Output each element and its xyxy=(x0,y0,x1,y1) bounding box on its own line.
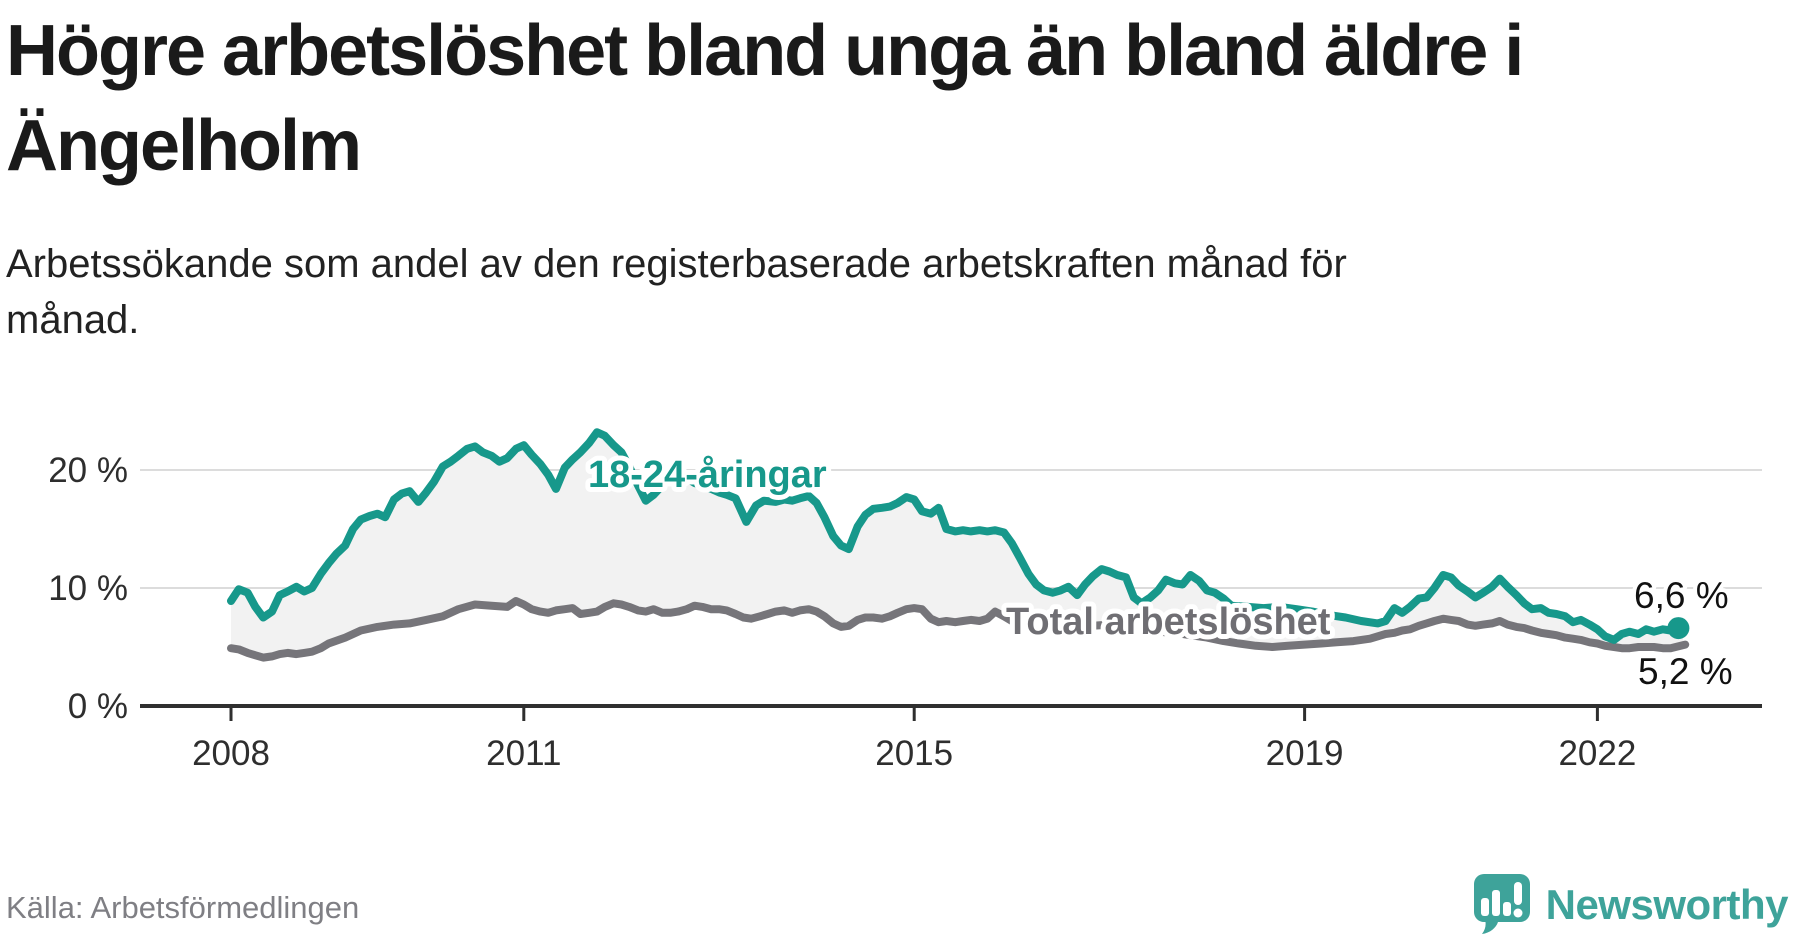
total-end-value-label: 5,2 % xyxy=(1638,651,1733,692)
y-axis-label-10: 10 % xyxy=(48,569,128,608)
fill-between-series xyxy=(231,432,1686,658)
youth-unemployment-line xyxy=(227,428,1683,644)
newsworthy-logo[interactable]: Newsworthy xyxy=(1468,872,1789,938)
x-axis-ticks xyxy=(229,706,1599,721)
total-unemployment-line xyxy=(227,597,1690,662)
x-axis-label-2008: 2008 xyxy=(192,734,270,773)
page-title: Högre arbetslöshet bland unga än bland ä… xyxy=(6,11,1524,187)
y-axis-label-20: 20 % xyxy=(48,451,128,490)
newsworthy-wordmark: Newsworthy xyxy=(1545,881,1789,928)
x-axis-label-2011: 2011 xyxy=(486,734,561,773)
chart-subtitle: Arbetssökande som andel av den registerb… xyxy=(6,242,1347,342)
x-axis-label-2019: 2019 xyxy=(1266,734,1344,773)
total-series-label: Total arbetslöshet xyxy=(1006,601,1331,643)
x-axis-label-2015: 2015 xyxy=(875,734,953,773)
y-axis-label-0: 0 % xyxy=(68,687,128,726)
youth-end-value-label: 6,6 % xyxy=(1634,575,1729,616)
x-axis-label-2022: 2022 xyxy=(1558,734,1636,773)
youth-end-point-dot xyxy=(1667,617,1690,640)
youth-series-label: 18-24-åringar xyxy=(588,454,827,496)
newsworthy-bubble-chart-icon xyxy=(1468,872,1532,938)
y-axis-labels: 0 % 10 % 20 % xyxy=(48,451,128,726)
source-note: Källa: Arbetsförmedlingen xyxy=(6,890,360,925)
x-axis-tick-labels: 2008 2011 2015 2019 2022 xyxy=(192,734,1636,773)
